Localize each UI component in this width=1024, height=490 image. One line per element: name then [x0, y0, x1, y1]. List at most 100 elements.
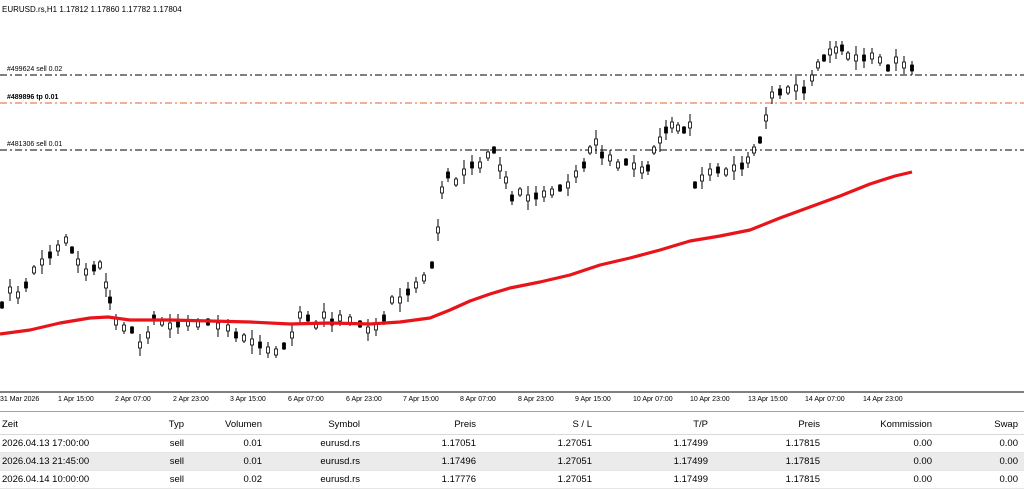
candle — [658, 136, 662, 144]
candle — [670, 121, 674, 129]
order-label-489896[interactable]: #489896 tp 0.01 — [7, 94, 59, 101]
candle — [64, 236, 68, 244]
candle — [724, 168, 728, 176]
candle — [682, 126, 686, 134]
candle — [76, 258, 80, 266]
cell-symbol: eurusd.rs — [268, 470, 366, 489]
column-header-volumen[interactable]: Volumen — [190, 415, 268, 435]
cell-typ: sell — [100, 452, 190, 471]
cell-preis: 1.17496 — [366, 452, 482, 471]
cell-zeit: 2026.04.13 21:45:00 — [0, 452, 100, 471]
table-row[interactable]: 2026.04.13 21:45:00 sell 0.01 eurusd.rs … — [0, 452, 1024, 471]
time-label: 6 Apr 23:00 — [346, 396, 382, 403]
candle — [746, 156, 750, 164]
time-label: 10 Apr 23:00 — [690, 396, 730, 403]
candle — [226, 324, 230, 332]
candle — [886, 64, 890, 72]
cell-preis: 1.17776 — [366, 470, 482, 489]
candle — [168, 322, 172, 330]
column-header-sl[interactable]: S / L — [482, 415, 598, 435]
candle — [894, 56, 898, 64]
candle — [758, 136, 762, 144]
column-header-kommission[interactable]: Kommission — [826, 415, 938, 435]
cell-typ: sell — [100, 470, 190, 489]
candle — [534, 192, 538, 200]
table-row[interactable]: 2026.04.14 10:00:00 sell 0.02 eurusd.rs … — [0, 470, 1024, 489]
candle — [834, 46, 838, 54]
candle — [32, 266, 36, 274]
time-label: 31 Mar 2026 — [0, 396, 40, 403]
candle — [786, 86, 790, 94]
candle — [870, 52, 874, 60]
candle — [624, 158, 628, 166]
candle — [794, 84, 798, 92]
column-header-preis-current[interactable]: Preis — [714, 415, 826, 435]
candle — [382, 314, 386, 322]
column-header-zeit[interactable]: Zeit — [0, 415, 100, 435]
candle — [146, 331, 150, 339]
price-chart[interactable]: EURUSD.rs,H1 1.17812 1.17860 1.17782 1.1… — [0, 0, 1024, 410]
candle — [802, 86, 806, 94]
candle — [282, 342, 286, 350]
candle — [640, 166, 644, 174]
candle — [616, 161, 620, 169]
candle — [854, 54, 858, 62]
time-label: 2 Apr 07:00 — [115, 396, 151, 403]
candle — [693, 181, 697, 189]
cell-tp: 1.17499 — [598, 434, 714, 453]
column-header-typ[interactable]: Typ — [100, 415, 190, 435]
candle — [542, 190, 546, 198]
candle — [478, 161, 482, 169]
time-label: 14 Apr 07:00 — [805, 396, 845, 403]
candle — [298, 311, 302, 319]
candle — [422, 274, 426, 282]
candle — [716, 166, 720, 174]
cell-preis-current: 1.17815 — [714, 470, 826, 489]
cell-sl: 1.27051 — [482, 470, 598, 489]
order-label-481306[interactable]: #481306 sell 0.01 — [7, 141, 63, 148]
candle — [56, 244, 60, 252]
candle — [582, 161, 586, 169]
candle — [0, 301, 4, 309]
candle — [338, 314, 342, 322]
panel-divider[interactable] — [0, 411, 1024, 412]
candle — [70, 246, 74, 254]
candle — [274, 348, 278, 356]
candle — [258, 341, 262, 349]
candle — [446, 171, 450, 179]
chart-title: EURUSD.rs,H1 1.17812 1.17860 1.17782 1.1… — [2, 5, 182, 14]
candle — [366, 326, 370, 334]
cell-typ: sell — [100, 434, 190, 453]
candle — [24, 281, 28, 289]
candle — [902, 61, 906, 69]
cell-preis-current: 1.17815 — [714, 452, 826, 471]
candle — [740, 162, 744, 170]
cell-symbol: eurusd.rs — [268, 434, 366, 453]
order-label-499624[interactable]: #499624 sell 0.02 — [7, 66, 63, 73]
candle — [816, 61, 820, 69]
time-label: 8 Apr 07:00 — [460, 396, 496, 403]
candle — [700, 174, 704, 182]
candle — [290, 331, 294, 339]
chart-canvas — [0, 41, 1024, 393]
cell-preis: 1.17051 — [366, 434, 482, 453]
column-header-tp[interactable]: T/P — [598, 415, 714, 435]
candle — [526, 194, 530, 202]
candle — [176, 320, 180, 328]
cell-zeit: 2026.04.14 10:00:00 — [0, 470, 100, 489]
time-label: 1 Apr 15:00 — [58, 396, 94, 403]
candle — [840, 44, 844, 52]
column-header-preis[interactable]: Preis — [366, 415, 482, 435]
column-header-swap[interactable]: Swap — [938, 415, 1024, 435]
candle — [822, 54, 826, 62]
candle — [234, 331, 238, 339]
candle — [498, 164, 502, 172]
candle — [778, 88, 782, 96]
column-header-symbol[interactable]: Symbol — [268, 415, 366, 435]
candle — [104, 281, 108, 289]
table-header-row: Zeit Typ Volumen Symbol Preis S / L T/P … — [0, 415, 1024, 435]
candle — [454, 178, 458, 186]
candle — [652, 146, 656, 154]
candle — [414, 281, 418, 289]
table-row[interactable]: 2026.04.13 17:00:00 sell 0.01 eurusd.rs … — [0, 434, 1024, 453]
